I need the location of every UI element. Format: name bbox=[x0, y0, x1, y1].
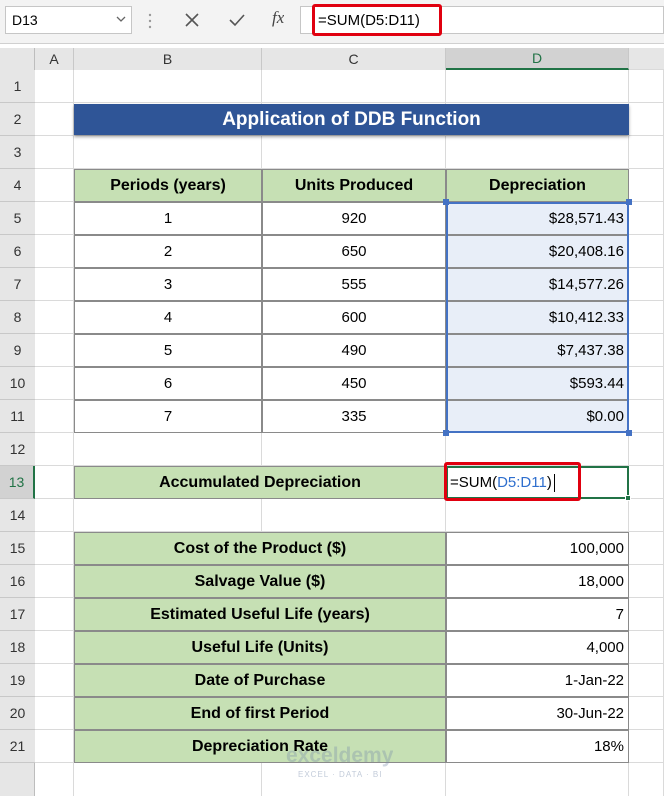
input-label: Date of Purchase bbox=[74, 664, 446, 697]
input-label: End of first Period bbox=[74, 697, 446, 730]
row-header: 19 bbox=[0, 664, 35, 697]
grid-line-horizontal bbox=[35, 102, 664, 103]
row-header: 6 bbox=[0, 235, 35, 268]
table-header-cell: Periods (years) bbox=[74, 169, 262, 202]
summary-formula: =SUM(D5:D11) bbox=[447, 468, 555, 497]
column-header: B bbox=[74, 48, 262, 70]
input-label: Estimated Useful Life (years) bbox=[74, 598, 446, 631]
range-handle bbox=[626, 430, 632, 436]
formula-callout bbox=[444, 462, 581, 501]
table-cell: 920 bbox=[262, 202, 446, 235]
formula-input[interactable] bbox=[300, 6, 664, 34]
grid-line-vertical bbox=[73, 70, 74, 796]
column-header: C bbox=[262, 48, 446, 70]
name-box[interactable]: D13 bbox=[5, 6, 132, 34]
input-label: Cost of the Product ($) bbox=[74, 532, 446, 565]
row-header: 16 bbox=[0, 565, 35, 598]
row-header: 9 bbox=[0, 334, 35, 367]
dropdown-arrow[interactable] bbox=[116, 15, 126, 23]
table-cell: 490 bbox=[262, 334, 446, 367]
row-header: 14 bbox=[0, 499, 35, 532]
row-header: 5 bbox=[0, 202, 35, 235]
grid-line-horizontal bbox=[35, 531, 664, 532]
watermark-tagline: EXCEL · DATA · BI bbox=[298, 770, 383, 779]
row-header: 18 bbox=[0, 631, 35, 664]
separator-dots bbox=[148, 13, 152, 29]
row-header: 2 bbox=[0, 103, 35, 136]
table-cell: $14,577.26 bbox=[446, 268, 629, 301]
row-header: 7 bbox=[0, 268, 35, 301]
column-header: A bbox=[35, 48, 74, 70]
title-cell: Application of DDB Function bbox=[74, 104, 629, 135]
row-header: 21 bbox=[0, 730, 35, 763]
active-cell-handle bbox=[625, 495, 631, 501]
row-header: 13 bbox=[0, 466, 35, 499]
table-cell: $593.44 bbox=[446, 367, 629, 400]
range-handle bbox=[443, 430, 449, 436]
row-header: 17 bbox=[0, 598, 35, 631]
table-cell: 2 bbox=[74, 235, 262, 268]
enter-icon[interactable] bbox=[228, 12, 246, 28]
table-cell: $7,437.38 bbox=[446, 334, 629, 367]
input-value: 30-Jun-22 bbox=[446, 697, 629, 730]
table-cell: 600 bbox=[262, 301, 446, 334]
table-cell: 3 bbox=[74, 268, 262, 301]
row-header: 10 bbox=[0, 367, 35, 400]
row-header: 11 bbox=[0, 400, 35, 433]
table-cell: 450 bbox=[262, 367, 446, 400]
row-header: 12 bbox=[0, 433, 35, 466]
table-cell: 650 bbox=[262, 235, 446, 268]
input-value: 4,000 bbox=[446, 631, 629, 664]
input-value: 7 bbox=[446, 598, 629, 631]
table-cell: $20,408.16 bbox=[446, 235, 629, 268]
table-header-cell: Units Produced bbox=[262, 169, 446, 202]
text-caret bbox=[553, 473, 555, 492]
table-cell: 5 bbox=[74, 334, 262, 367]
formula-part: =SUM( bbox=[450, 474, 498, 491]
row-header: 3 bbox=[0, 136, 35, 169]
grid-line-horizontal bbox=[35, 135, 664, 136]
row-header: 4 bbox=[0, 169, 35, 202]
input-value: 18,000 bbox=[446, 565, 629, 598]
input-value: 1-Jan-22 bbox=[446, 664, 629, 697]
row-header: 15 bbox=[0, 532, 35, 565]
fx-icon[interactable]: fx bbox=[272, 8, 285, 27]
row-header: 8 bbox=[0, 301, 35, 334]
table-cell: 335 bbox=[262, 400, 446, 433]
grid-line-horizontal bbox=[35, 465, 664, 466]
table-header-cell: Depreciation bbox=[446, 169, 629, 202]
table-cell: 1 bbox=[74, 202, 262, 235]
summary-label: Accumulated Depreciation bbox=[74, 466, 446, 499]
table-cell: $0.00 bbox=[446, 400, 629, 433]
table-cell: 555 bbox=[262, 268, 446, 301]
formula-part: D5:D11 bbox=[497, 474, 547, 491]
input-label: Salvage Value ($) bbox=[74, 565, 446, 598]
grid-line-horizontal bbox=[35, 168, 664, 169]
row-header: 1 bbox=[0, 70, 35, 103]
row-header: 20 bbox=[0, 697, 35, 730]
cancel-icon[interactable] bbox=[184, 12, 200, 28]
range-handle bbox=[626, 199, 632, 205]
input-value: 18% bbox=[446, 730, 629, 763]
table-cell: 4 bbox=[74, 301, 262, 334]
table-cell: $10,412.33 bbox=[446, 301, 629, 334]
column-header: D bbox=[446, 48, 629, 70]
input-label: Depreciation Rate bbox=[74, 730, 446, 763]
input-label: Useful Life (Units) bbox=[74, 631, 446, 664]
grid-line-vertical bbox=[261, 70, 262, 796]
formula-text: =SUM(D5:D11) bbox=[312, 4, 442, 36]
table-cell: $28,571.43 bbox=[446, 202, 629, 235]
formula-part: ) bbox=[546, 474, 552, 491]
table-cell: 6 bbox=[74, 367, 262, 400]
table-cell: 7 bbox=[74, 400, 262, 433]
watermark-name: exceldemy bbox=[286, 744, 394, 767]
range-handle bbox=[443, 199, 449, 205]
input-value: 100,000 bbox=[446, 532, 629, 565]
